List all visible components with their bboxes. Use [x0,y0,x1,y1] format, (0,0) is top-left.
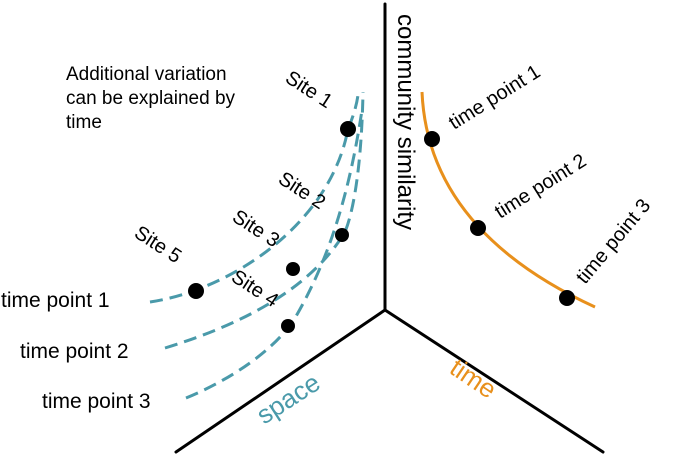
left-time-point-3-label: time point 3 [42,390,151,413]
annotation-line-3: time [66,112,102,133]
vertical-axis-label: community similarity [392,14,419,230]
site-2-label: Site 2 [274,168,329,214]
right-time-point-2-label: time point 2 [491,150,590,223]
time-axis-label: time [445,352,503,404]
dashed-curve-time-point-3 [185,109,364,400]
annotation-line-1: Additional variation [66,64,227,85]
annotation: Additional variation can be explained by… [66,64,236,133]
time-axis [383,308,605,454]
point-site-4 [281,319,295,333]
site-3-label: Site 3 [228,206,283,252]
point-site-3 [286,262,300,276]
point-time-2 [470,220,486,236]
left-time-point-1-label: time point 1 [1,289,110,312]
right-time-point-3-label: time point 3 [572,195,655,288]
point-site-1 [340,121,356,137]
left-time-point-2-label: time point 2 [20,340,129,363]
time-curve [420,91,596,309]
points [188,121,575,333]
dashed-curves [149,91,365,400]
site-5-label: Site 5 [130,222,185,268]
site-1-label: Site 1 [281,67,336,113]
point-site-2 [335,228,349,242]
right-time-point-1-label: time point 1 [445,61,544,134]
point-time-3 [559,290,575,306]
site-4-label: Site 4 [227,266,282,312]
point-site-5 [188,283,204,299]
axes [174,2,605,454]
space-axis [174,308,387,454]
point-time-1 [424,131,440,147]
annotation-line-2: can be explained by [66,88,236,109]
